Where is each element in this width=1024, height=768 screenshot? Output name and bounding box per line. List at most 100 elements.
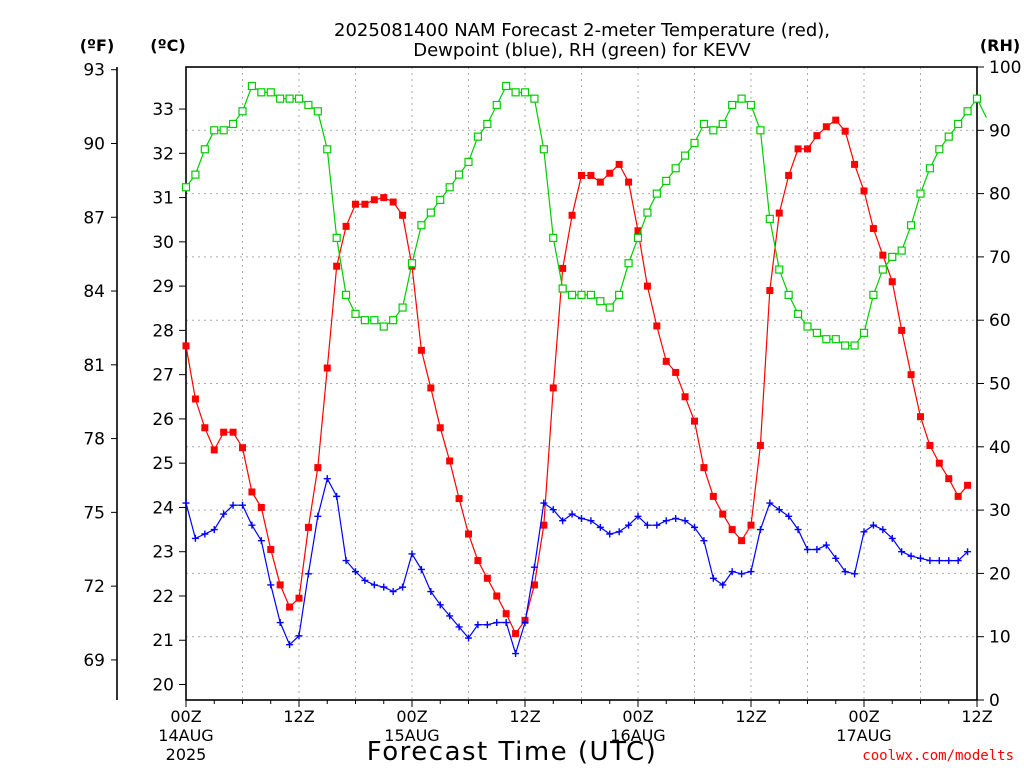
rh-point xyxy=(228,119,238,129)
dewpoint-point xyxy=(436,601,444,609)
rh-point xyxy=(492,100,501,110)
x-axis-title: Forecast Time (UTC) xyxy=(367,737,658,767)
temperature-point xyxy=(728,526,736,534)
temperature-point xyxy=(662,357,670,365)
fahrenheit-tick-label: 93 xyxy=(83,61,105,81)
rh-point xyxy=(294,94,304,103)
rh-point xyxy=(276,94,285,103)
temperature-point xyxy=(587,171,595,179)
temperature-point xyxy=(898,326,906,334)
celsius-axis-unit: (ºC) xyxy=(150,36,185,55)
temperature-point xyxy=(474,557,482,565)
rh-tick-label: 80 xyxy=(989,185,1011,205)
dewpoint-point xyxy=(399,583,407,591)
temperature-point xyxy=(634,227,642,235)
rh-point xyxy=(728,100,737,110)
rh-point xyxy=(360,316,370,325)
rh-point xyxy=(869,290,878,299)
dewpoint-point xyxy=(587,517,595,525)
temperature-point xyxy=(813,132,821,140)
rh-point xyxy=(822,335,831,344)
rh-point xyxy=(633,233,643,243)
temperature-point xyxy=(691,417,698,425)
rh-point xyxy=(341,290,351,299)
rh-point xyxy=(210,126,219,135)
rh-point xyxy=(266,88,275,97)
rh-point xyxy=(520,88,530,97)
rh-point xyxy=(643,208,652,217)
temperature-point xyxy=(417,346,425,354)
temperature-point xyxy=(568,211,576,219)
temperature-point xyxy=(502,610,510,618)
temperature-point xyxy=(399,211,407,219)
rh-point xyxy=(775,265,784,274)
temperature-series xyxy=(182,116,972,638)
dewpoint-point xyxy=(898,548,906,556)
dewpoint-point xyxy=(286,641,294,649)
temperature-point xyxy=(709,492,717,500)
x-tick-label: 2025 xyxy=(166,745,207,764)
temperature-point xyxy=(465,530,472,538)
temperature-point xyxy=(738,537,746,545)
rh-point xyxy=(746,100,756,110)
rh-point xyxy=(888,252,897,261)
temperature-point xyxy=(182,342,190,350)
temperature-point xyxy=(389,198,397,206)
temperature-point xyxy=(964,481,972,489)
rh-series xyxy=(181,81,987,350)
rh-point xyxy=(803,322,812,331)
dewpoint-point xyxy=(832,554,840,562)
rh-point xyxy=(191,170,200,179)
fahrenheit-tick-label: 72 xyxy=(83,577,105,597)
dewpoint-point xyxy=(869,521,877,529)
rh-line xyxy=(185,85,987,347)
rh-point xyxy=(323,145,332,154)
temperature-point xyxy=(333,262,341,270)
fahrenheit-tick-label: 75 xyxy=(83,503,105,523)
temperature-point xyxy=(530,581,538,589)
dewpoint-point xyxy=(719,581,727,589)
rh-point xyxy=(699,119,709,129)
dewpoint-point xyxy=(634,512,642,520)
dewpoint-point xyxy=(446,612,454,620)
celsius-tick-label: 26 xyxy=(152,410,174,430)
dewpoint-point xyxy=(530,563,538,571)
rh-point xyxy=(963,107,972,116)
temperature-point xyxy=(512,630,520,638)
dewpoint-point xyxy=(794,526,802,534)
dewpoint-series xyxy=(182,475,972,658)
dewpoint-point xyxy=(455,623,463,631)
dewpoint-point xyxy=(474,621,482,629)
dewpoint-point xyxy=(709,574,717,582)
dewpoint-point xyxy=(954,557,962,565)
dewpoint-point xyxy=(389,588,397,596)
rh-point xyxy=(916,189,925,198)
temperature-point xyxy=(436,424,444,432)
temperature-point xyxy=(361,200,369,208)
temperature-point xyxy=(907,371,915,379)
rh-point xyxy=(906,221,916,230)
temperature-point xyxy=(239,444,246,452)
fahrenheit-tick-label: 78 xyxy=(83,430,105,450)
rh-axis-unit: (RH) xyxy=(980,36,1020,55)
dewpoint-point xyxy=(417,565,425,573)
temperature-point xyxy=(455,495,463,503)
rh-point xyxy=(549,233,558,243)
temperature-point xyxy=(747,521,755,529)
dewpoint-point xyxy=(267,581,275,589)
temperature-point xyxy=(643,282,651,290)
dewpoint-point xyxy=(323,475,331,483)
rh-point xyxy=(464,157,473,167)
dewpoint-point xyxy=(879,526,887,534)
rh-point xyxy=(426,208,435,217)
rh-point xyxy=(586,290,596,299)
rh-point xyxy=(859,328,869,337)
chart-title: 2025081400 NAM Forecast 2-meter Temperat… xyxy=(334,20,830,41)
rh-point xyxy=(407,259,417,268)
celsius-tick-label: 32 xyxy=(152,144,174,164)
rh-point xyxy=(765,214,774,224)
rh-point xyxy=(436,195,445,205)
dewpoint-point xyxy=(766,499,774,507)
